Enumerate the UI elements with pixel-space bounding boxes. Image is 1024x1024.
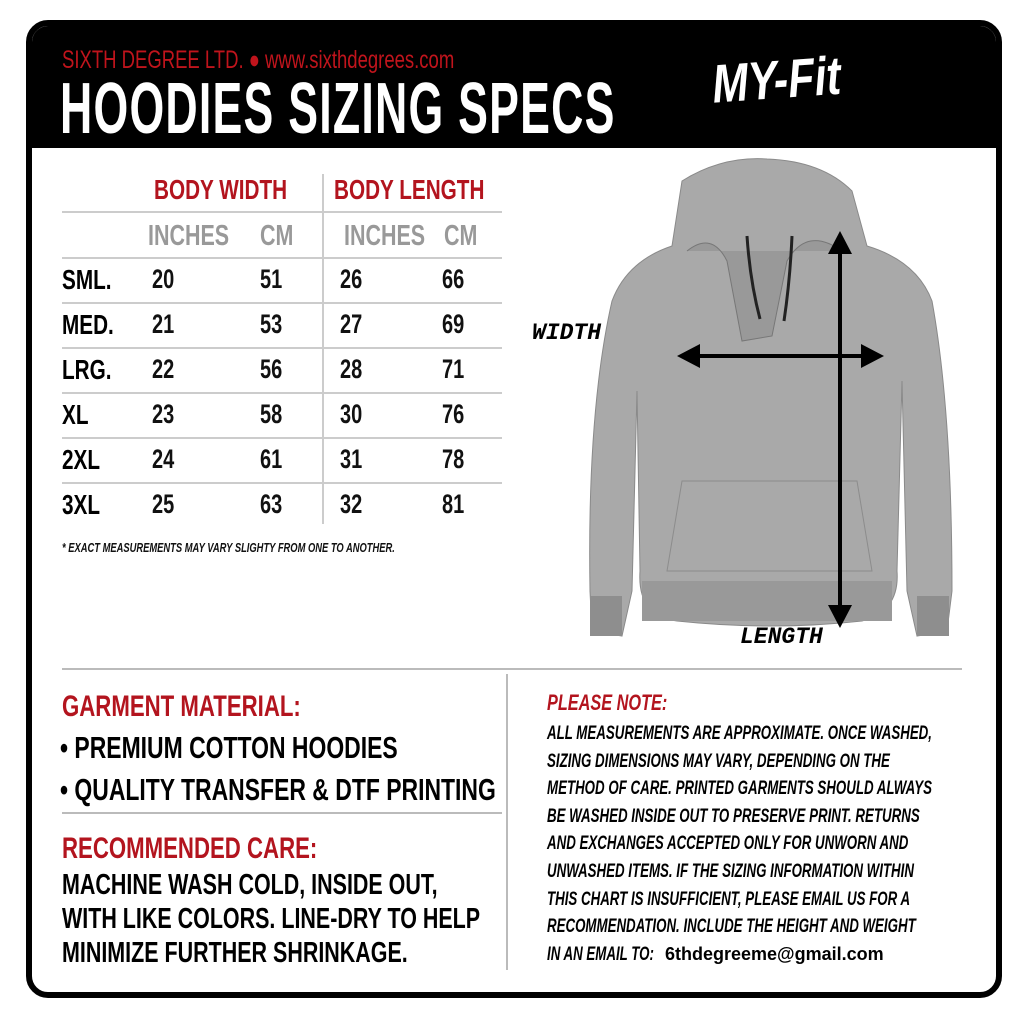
size-chart: SIXTH DEGREE LTD. ● www.sixthdegrees.com… xyxy=(26,20,1002,998)
row-divider xyxy=(62,302,502,304)
hoodie-diagram xyxy=(589,158,953,637)
length-in-cell: 31 xyxy=(340,444,363,474)
note-line: THIS CHART IS INSUFFICIENT, PLEASE EMAIL… xyxy=(547,888,911,910)
material-title: GARMENT MATERIAL: xyxy=(62,690,301,723)
unit-header: CM xyxy=(444,220,478,252)
width-cm-cell: 53 xyxy=(260,309,283,339)
column-divider xyxy=(506,674,508,970)
section-divider xyxy=(62,668,962,670)
length-cm-cell: 71 xyxy=(442,354,465,384)
note-text: ALL MEASUREMENTS ARE APPROXIMATE. ONCE W… xyxy=(547,720,996,968)
note-line: METHOD OF CARE. PRINTED GARMENTS SHOULD … xyxy=(547,778,932,800)
row-divider xyxy=(62,482,502,484)
width-cm-cell: 63 xyxy=(260,489,283,519)
body-width-header: BODY WIDTH xyxy=(154,174,288,205)
row-divider xyxy=(62,437,502,439)
length-arrow xyxy=(828,231,852,628)
length-label: LENGTH xyxy=(740,624,823,650)
logo: MY-Fit xyxy=(710,45,843,115)
note-line: ALL MEASUREMENTS ARE APPROXIMATE. ONCE W… xyxy=(547,723,932,744)
width-cm-cell: 61 xyxy=(260,444,283,474)
email-link[interactable]: 6thdegreeme@gmail.com xyxy=(665,943,884,964)
care-title: RECOMMENDED CARE: xyxy=(62,832,318,865)
width-in-cell: 23 xyxy=(152,399,175,429)
width-cm-cell: 51 xyxy=(260,264,283,294)
length-cm-cell: 78 xyxy=(442,444,465,474)
unit-header: INCHES xyxy=(344,220,426,252)
row-divider xyxy=(62,392,502,394)
row-divider xyxy=(62,347,502,349)
length-cm-cell: 76 xyxy=(442,399,465,429)
width-in-cell: 22 xyxy=(152,354,175,384)
length-cm-cell: 81 xyxy=(442,489,465,519)
note-email-prefix: IN AN EMAIL TO: xyxy=(547,943,654,965)
unit-header: CM xyxy=(260,220,294,252)
width-in-cell: 25 xyxy=(152,489,175,519)
note-line: BE WASHED INSIDE OUT TO PRESERVE PRINT. … xyxy=(547,805,920,827)
width-cm-cell: 56 xyxy=(260,354,283,384)
length-in-cell: 32 xyxy=(340,489,363,519)
length-in-cell: 26 xyxy=(340,264,363,294)
note-title: PLEASE NOTE: xyxy=(547,690,668,715)
care-divider xyxy=(62,812,502,814)
note-line: SIZING DIMENSIONS MAY VARY, DEPENDING ON… xyxy=(547,750,890,772)
hoodie-illustration xyxy=(589,158,953,637)
width-in-cell: 21 xyxy=(152,309,175,339)
care-text: MACHINE WASH COLD, INSIDE OUT, WITH LIKE… xyxy=(62,869,481,969)
width-in-cell: 20 xyxy=(152,264,175,294)
length-cm-cell: 66 xyxy=(442,264,465,294)
unit-header: INCHES xyxy=(148,220,230,252)
length-in-cell: 27 xyxy=(340,309,363,339)
width-in-cell: 24 xyxy=(152,444,175,474)
length-in-cell: 28 xyxy=(340,354,363,384)
page-title: HOODIES SIZING SPECS xyxy=(60,69,616,149)
width-label: WIDTH xyxy=(532,320,602,346)
size-label: 2XL xyxy=(62,444,101,475)
size-label: SML. xyxy=(62,264,112,295)
note-line: UNWASHED ITEMS. IF THE SIZING INFORMATIO… xyxy=(547,860,914,882)
footnote: * EXACT MEASUREMENTS MAY VARY SLIGHTY FR… xyxy=(62,540,395,555)
size-label: LRG. xyxy=(62,354,112,385)
row-divider xyxy=(62,211,502,213)
size-label: MED. xyxy=(62,309,114,340)
row-divider xyxy=(62,257,502,259)
size-label: XL xyxy=(62,399,89,430)
note-line: AND EXCHANGES ACCEPTED ONLY FOR UNWORN A… xyxy=(547,833,909,855)
company-line: SIXTH DEGREE LTD. ● www.sixthdegrees.com xyxy=(62,46,455,74)
material-item: • PREMIUM COTTON HOODIES xyxy=(60,730,398,765)
material-item: • QUALITY TRANSFER & DTF PRINTING xyxy=(60,772,496,807)
body-length-header: BODY LENGTH xyxy=(334,174,485,205)
size-label: 3XL xyxy=(62,489,101,520)
width-cm-cell: 58 xyxy=(260,399,283,429)
length-cm-cell: 69 xyxy=(442,309,465,339)
length-in-cell: 30 xyxy=(340,399,363,429)
header: SIXTH DEGREE LTD. ● www.sixthdegrees.com… xyxy=(32,26,996,149)
drawstrings xyxy=(745,235,794,322)
note-line: RECOMMENDATION. INCLUDE THE HEIGHT AND W… xyxy=(547,916,916,938)
column-divider xyxy=(322,174,324,524)
